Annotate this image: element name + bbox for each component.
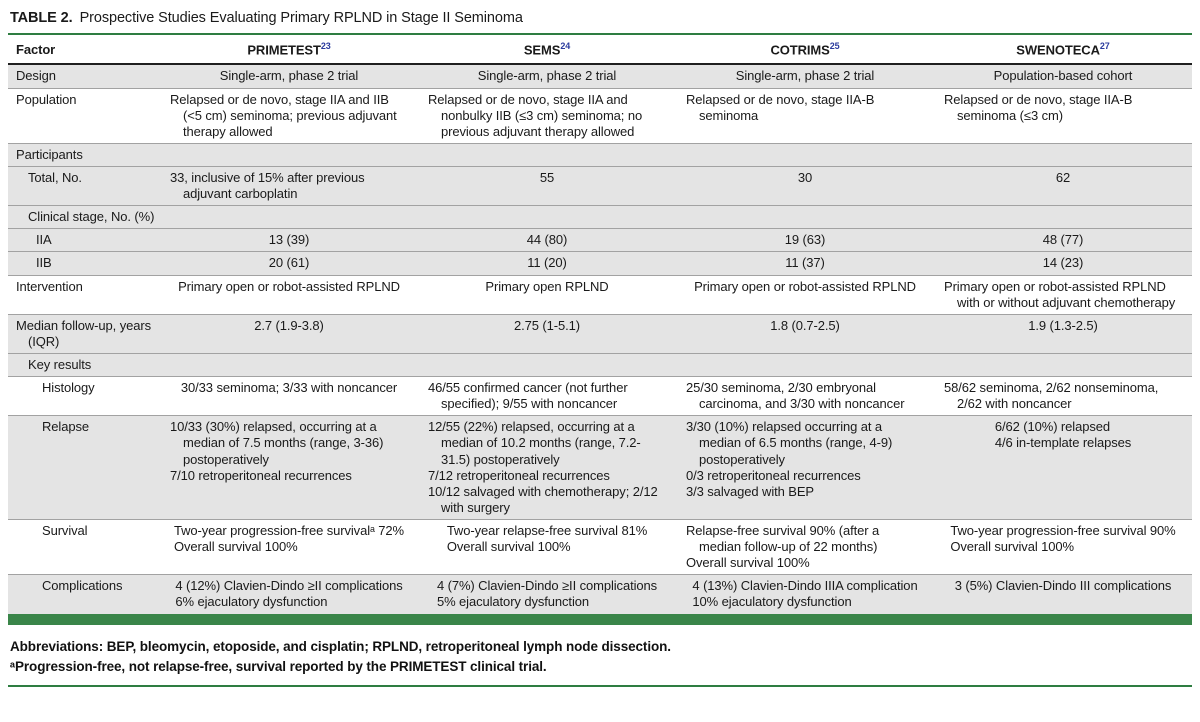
citation-superscript: 24 — [560, 41, 571, 51]
factor-label: Design — [16, 68, 56, 84]
page-bottom-rule — [8, 685, 1192, 687]
factor-label: Median follow-up, years (IQR) — [8, 313, 160, 354]
citation-superscript: 23 — [320, 41, 331, 51]
table-row-complications: Complications 4 (12%) Clavien-Dindo ≥II c… — [8, 574, 1192, 614]
column-header-cotrims: COTRIMS25 — [676, 35, 934, 66]
cell: 2.7 (1.9-3.8) — [160, 313, 418, 354]
table-row-survival: Survival Two-year progression-free surviv… — [8, 518, 1192, 575]
cell: 46/55 confirmed cancer (not further spec… — [418, 376, 676, 416]
table-row-iia: IIA 13 (39) 44 (80) 19 (63) 48 (77) — [8, 228, 1192, 252]
header-row: Factor PRIMETEST23 SEMS24 COTRIMS25 SWEN… — [8, 35, 1192, 66]
table-number-label: TABLE 2. — [10, 10, 73, 26]
column-header-swenoteca: SWENOTECA27 — [934, 35, 1192, 66]
cell: Primary open or robot-assisted RPLND — [160, 274, 418, 315]
cell: 4 (12%) Clavien-Dindo ≥II complications 6… — [160, 574, 418, 614]
cell: 1.9 (1.3-2.5) — [934, 313, 1192, 354]
column-header-label: PRIMETEST — [247, 42, 321, 58]
cell: 10/33 (30%) relapsed, occurring at a med… — [160, 415, 418, 520]
table-row-intervention: Intervention Primary open or robot-assist… — [8, 274, 1192, 315]
cell: Two-year progression-free survivalᵃ 72% O… — [160, 518, 418, 575]
cell: 55 — [418, 165, 676, 206]
cell: 6/62 (10%) relapsed 4/6 in-template relap… — [934, 415, 1192, 520]
table-row-population: Population Relapsed or de novo, stage IIA… — [8, 87, 1192, 144]
cell: 48 (77) — [934, 228, 1192, 252]
cell: 33, inclusive of 15% after previous adju… — [160, 165, 418, 206]
cell: 4 (13%) Clavien-Dindo IIIA complication 1… — [676, 574, 934, 614]
cell: Two-year relapse-free survival 81% Overal… — [418, 518, 676, 575]
factor-label: Complications — [8, 574, 160, 614]
table-row-participants: Participants — [8, 142, 1192, 167]
factor-label: Population — [8, 87, 160, 144]
cell: 44 (80) — [418, 228, 676, 252]
cell: Relapsed or de novo, stage IIA-B seminom… — [934, 87, 1192, 144]
table-title: TABLE 2. Prospective Studies Evaluating P… — [8, 6, 1192, 33]
citation-superscript: 27 — [1099, 41, 1110, 51]
column-header-primetest: PRIMETEST23 — [160, 35, 418, 66]
abbreviations-note: Abbreviations: BEP, bleomycin, etoposide… — [10, 638, 671, 654]
table-row-median-follow-up-years-iqr: Median follow-up, years (IQR) 2.7 (1.9-3.… — [8, 313, 1192, 354]
table-body: Design Single-arm, phase 2 trial Single-ar… — [8, 64, 1192, 614]
factor-label: Survival — [8, 518, 160, 575]
cell: Relapse-free survival 90% (after a media… — [676, 518, 934, 575]
cell: 11 (37) — [676, 251, 934, 276]
cell: 62 — [934, 165, 1192, 206]
study-table: Factor PRIMETEST23 SEMS24 COTRIMS25 SWEN… — [8, 35, 1192, 614]
cell: 14 (23) — [934, 251, 1192, 276]
cell: 11 (20) — [418, 251, 676, 276]
footnote-a: ᵃProgression-free, not relapse-free, sur… — [10, 658, 547, 674]
factor-label: Total, No. — [8, 165, 160, 206]
cell: Primary open RPLND — [418, 274, 676, 315]
cell: 19 (63) — [676, 228, 934, 252]
factor-label: Relapse — [8, 415, 160, 520]
cell: 58/62 seminoma, 2/62 nonseminoma, 2/62 w… — [934, 376, 1192, 416]
cell: 12/55 (22%) relapsed, occurring at a med… — [418, 415, 676, 520]
table-row-iib: IIB 20 (61) 11 (20) 11 (37) 14 (23) — [8, 251, 1192, 276]
cell: Single-arm, phase 2 trial — [219, 68, 359, 84]
factor-label: Intervention — [8, 274, 160, 315]
cell: Primary open or robot-assisted RPLND — [676, 274, 934, 315]
column-header-factor: Factor — [8, 35, 160, 66]
citation-superscript: 25 — [829, 41, 840, 51]
table-row-clinical-stage-no: Clinical stage, No. (%) — [8, 205, 1192, 229]
column-header-label: SWENOTECA — [1016, 42, 1100, 58]
cell: 25/30 seminoma, 2/30 embryonal carcinoma… — [676, 376, 934, 416]
factor-label: IIA — [8, 228, 160, 252]
factor-label: Participants — [8, 142, 1192, 167]
table-top-rule — [8, 33, 1192, 35]
cell: 1.8 (0.7-2.5) — [676, 313, 934, 354]
cell: 3/30 (10%) relapsed occurring at a media… — [676, 415, 934, 520]
factor-label: IIB — [8, 251, 160, 276]
cell: 30 — [676, 165, 934, 206]
factor-label: Key results — [8, 352, 1192, 377]
cell: Single-arm, phase 2 trial — [735, 68, 875, 84]
table-row-total-no: Total, No. 33, inclusive of 15% after pre… — [8, 165, 1192, 206]
table-row-design: Design Single-arm, phase 2 trial Single-ar… — [8, 64, 1192, 89]
table-bottom-bar — [8, 613, 1192, 625]
cell: Single-arm, phase 2 trial — [477, 68, 617, 84]
cell: Relapsed or de novo, stage IIA and IIB (… — [160, 87, 418, 144]
table-title-text: Prospective Studies Evaluating Primary R… — [79, 10, 523, 26]
cell: 3 (5%) Clavien-Dindo III complications — [934, 574, 1192, 614]
cell: 20 (61) — [160, 251, 418, 276]
factor-label: Clinical stage, No. (%) — [8, 205, 1192, 229]
table-row-key-results: Key results — [8, 352, 1192, 377]
cell: Population-based cohort — [993, 68, 1133, 84]
cell: Relapsed or de novo, stage IIA and nonbu… — [418, 87, 676, 144]
column-header-label: COTRIMS — [770, 42, 830, 58]
cell: 30/33 seminoma; 3/33 with noncancer — [160, 376, 418, 416]
cell: Primary open or robot-assisted RPLND wit… — [934, 274, 1192, 315]
cell: 13 (39) — [160, 228, 418, 252]
cell: 2.75 (1-5.1) — [418, 313, 676, 354]
cell: 4 (7%) Clavien-Dindo ≥II complications 5%… — [418, 574, 676, 614]
column-header-label: SEMS — [523, 42, 561, 58]
table-footnotes: Abbreviations: BEP, bleomycin, etoposide… — [8, 625, 1192, 684]
cell: Two-year progression-free survival 90% Ov… — [934, 518, 1192, 575]
table-row-relapse: Relapse 10/33 (30%) relapsed, occurring a… — [8, 415, 1192, 520]
factor-label: Histology — [8, 376, 160, 416]
column-header-sems: SEMS24 — [418, 35, 676, 66]
table-row-histology: Histology 30/33 seminoma; 3/33 with nonca… — [8, 376, 1192, 416]
cell: Relapsed or de novo, stage IIA-B seminom… — [676, 87, 934, 144]
